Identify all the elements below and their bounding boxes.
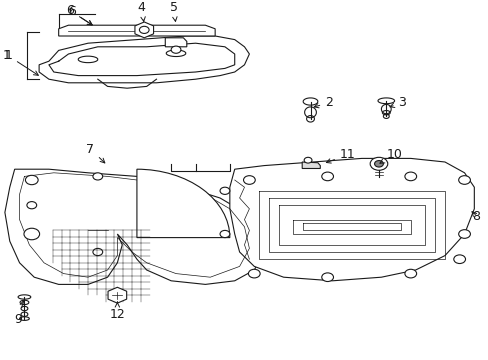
- Circle shape: [321, 172, 333, 181]
- Text: 6: 6: [68, 5, 92, 25]
- Polygon shape: [135, 22, 153, 38]
- Circle shape: [458, 176, 469, 184]
- Text: 9: 9: [15, 301, 24, 326]
- Circle shape: [139, 26, 149, 33]
- Circle shape: [404, 172, 416, 181]
- Text: 1: 1: [3, 49, 11, 62]
- Text: 5: 5: [169, 1, 177, 21]
- Circle shape: [93, 248, 102, 256]
- Circle shape: [243, 176, 255, 184]
- Text: 6: 6: [66, 4, 92, 25]
- Wedge shape: [137, 169, 229, 238]
- Polygon shape: [108, 287, 126, 303]
- Circle shape: [25, 175, 38, 185]
- Circle shape: [248, 269, 260, 278]
- Text: 4: 4: [138, 1, 145, 21]
- Circle shape: [404, 269, 416, 278]
- Polygon shape: [229, 158, 473, 281]
- Text: 10: 10: [379, 148, 401, 163]
- Text: 7: 7: [86, 143, 104, 163]
- Text: 1: 1: [4, 49, 38, 75]
- Circle shape: [93, 173, 102, 180]
- Text: 2: 2: [314, 96, 332, 109]
- Polygon shape: [39, 36, 249, 83]
- Circle shape: [220, 230, 229, 238]
- Circle shape: [374, 161, 383, 167]
- Text: 12: 12: [109, 302, 125, 321]
- Circle shape: [24, 228, 40, 240]
- Circle shape: [369, 157, 387, 170]
- Circle shape: [171, 46, 181, 53]
- Circle shape: [453, 255, 465, 264]
- Polygon shape: [302, 162, 320, 168]
- Circle shape: [321, 273, 333, 282]
- Circle shape: [220, 187, 229, 194]
- Polygon shape: [5, 169, 264, 284]
- Polygon shape: [165, 38, 186, 47]
- Circle shape: [27, 202, 37, 209]
- Polygon shape: [59, 25, 215, 36]
- Text: 3: 3: [389, 96, 406, 109]
- Circle shape: [304, 157, 311, 163]
- Text: 11: 11: [325, 148, 355, 163]
- Circle shape: [458, 230, 469, 238]
- Text: 8: 8: [471, 210, 479, 222]
